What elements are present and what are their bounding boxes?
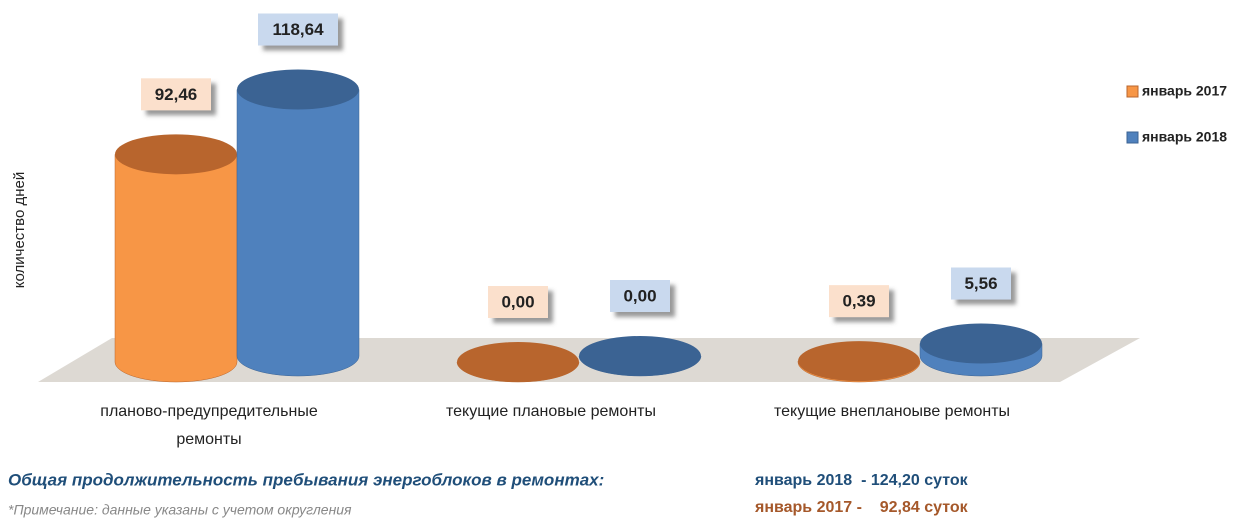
value-label: 0,00: [501, 292, 534, 311]
cylinder-body: [236, 89, 360, 377]
summary-title: Общая продолжительность пребывания энерг…: [8, 470, 604, 489]
value-label-box: [488, 286, 548, 318]
x-tick-label: планово-предупредительные ремонты: [100, 403, 318, 448]
value-label-box: [258, 13, 338, 46]
cylinder-top: [579, 336, 701, 376]
value-label: 0,00: [623, 286, 656, 305]
cylinder-top: [115, 134, 237, 175]
note: *Примечание: данные указаны с учетом окр…: [8, 502, 352, 518]
value-label-box: [610, 280, 670, 312]
value-label: 118,64: [272, 20, 324, 39]
value-label: 0,39: [842, 292, 875, 311]
cylinder-top: [457, 342, 579, 382]
cylinder-top: [798, 341, 920, 382]
y-axis-label: количество дней: [11, 172, 28, 288]
value-label: 92,46: [155, 85, 198, 104]
cylinder-top: [920, 323, 1042, 364]
legend-swatch: [1126, 131, 1139, 144]
legend-label: январь 2017: [1142, 83, 1227, 99]
summary-2017: январь 2017 - 92,84 суток: [754, 499, 969, 516]
cylinder-body: [114, 154, 238, 383]
value-label-box: [141, 78, 211, 111]
x-tick-label: текущие внепланоыве ремонты: [774, 403, 1010, 420]
legend-label: январь 2018: [1142, 129, 1227, 145]
x-tick-label: текущие плановые ремонты: [446, 403, 656, 420]
value-label-box: [829, 285, 889, 318]
summary-2018: январь 2018 - 124,20 суток: [754, 472, 969, 489]
value-label-box: [951, 267, 1011, 300]
legend-swatch: [1126, 85, 1139, 98]
cylinder-top: [237, 69, 359, 110]
value-label: 5,56: [964, 274, 997, 293]
